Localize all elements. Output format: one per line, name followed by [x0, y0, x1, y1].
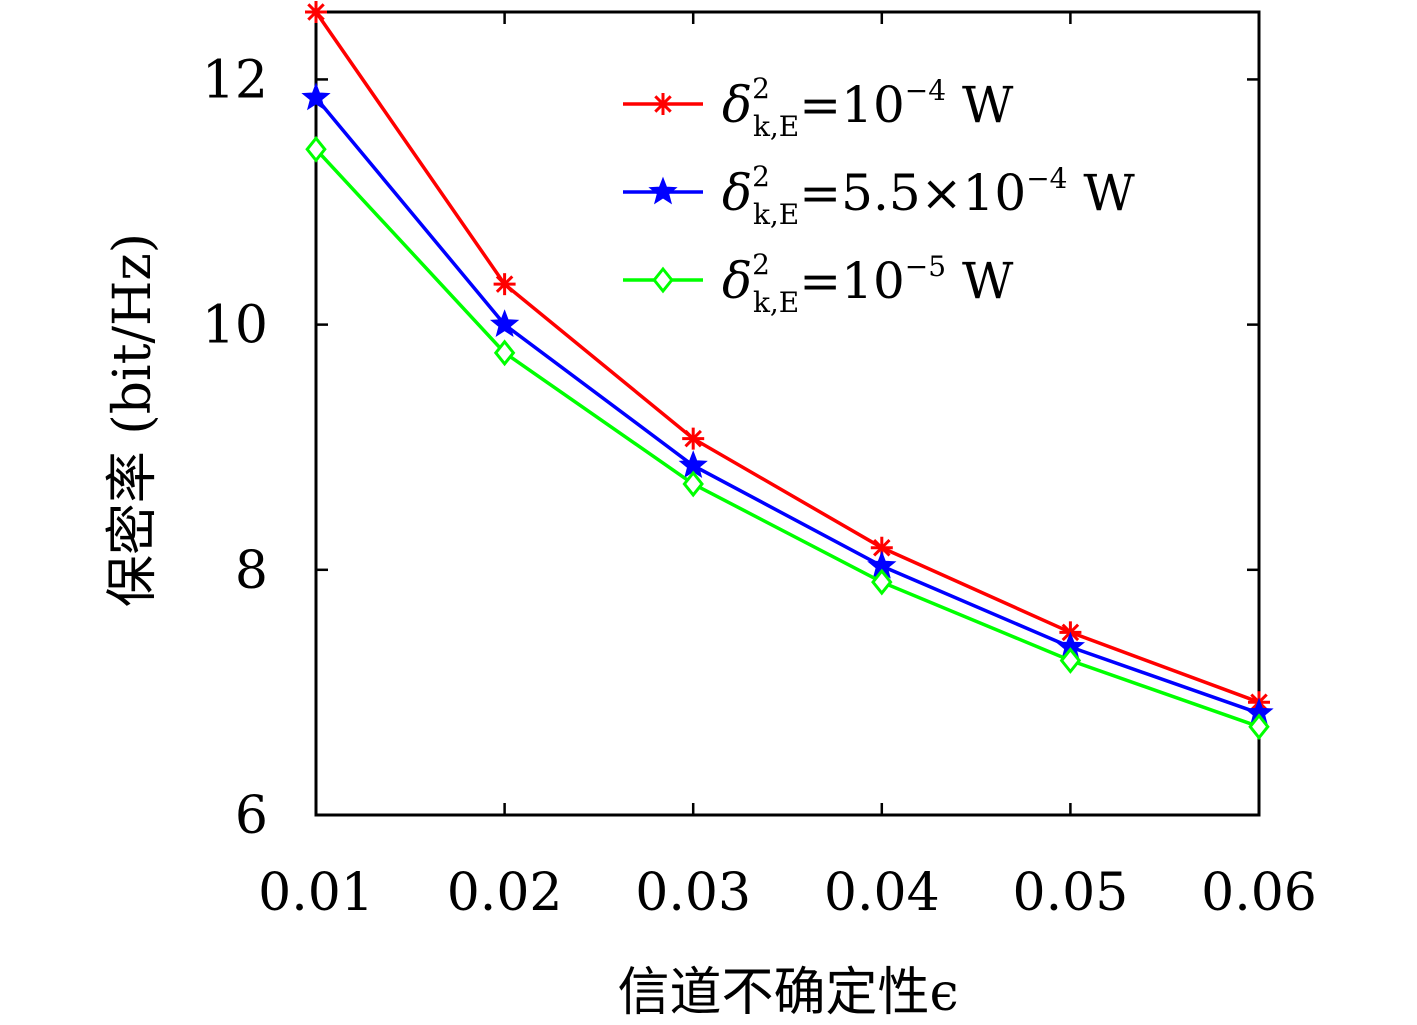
axis-ticks: 0.01 0.02 0.03 0.04 0.05 0.06 6 8 10 12 [202, 12, 1317, 923]
star-marker [489, 309, 520, 338]
x-axis-label: 信道不确定性ϵ [617, 963, 958, 1023]
y-tick-label: 12 [202, 50, 268, 110]
star-marker [648, 176, 678, 205]
legend-label: δ2 k,E=10−4 W [722, 72, 1014, 143]
plot-area [314, 10, 1261, 817]
series-line [314, 96, 1260, 715]
series-diamond [305, 135, 1270, 741]
series-line [314, 11, 1260, 704]
legend-entry: δ2 k,E=5.5×10−4 W [623, 160, 1135, 231]
x-tick-label: 0.05 [1013, 863, 1129, 923]
diamond-marker [493, 339, 516, 367]
legend-label: δ2 k,E=10−5 W [722, 248, 1014, 319]
y-tick-label: 6 [235, 786, 268, 846]
series-layer [301, 1, 1274, 741]
x-tick-label: 0.03 [635, 863, 751, 923]
x-tick-label: 0.06 [1201, 863, 1317, 923]
diamond-marker [305, 135, 327, 163]
y-tick-label: 8 [235, 541, 268, 601]
x-tick-label: 0.04 [824, 863, 940, 923]
legend: δ2 k,E=10−4 W δ2 k,E=5.5×10−4 W δ2 k,E=10−5 W [623, 72, 1135, 319]
diamond-marker [871, 568, 893, 596]
asterisk-marker [493, 273, 516, 296]
legend-entry: δ2 k,E=10−4 W [623, 72, 1014, 143]
x-tick-label: 0.02 [447, 863, 563, 923]
y-tick-label: 10 [202, 296, 268, 356]
diamond-marker [682, 470, 704, 498]
legend-entry: δ2 k,E=10−5 W [623, 248, 1014, 319]
asterisk-marker [682, 427, 705, 450]
diamond-marker [652, 266, 674, 294]
legend-label: δ2 k,E=5.5×10−4 W [722, 160, 1135, 231]
diamond-marker [1248, 713, 1270, 741]
star-marker [301, 82, 331, 111]
y-axis-label: 保密率 (bit/Hz) [103, 233, 163, 607]
asterisk-marker [305, 1, 327, 23]
x-tick-label: 0.01 [258, 863, 374, 923]
series-star [301, 82, 1274, 726]
series-line [314, 148, 1260, 729]
asterisk-marker [652, 93, 674, 115]
diamond-marker [1059, 647, 1082, 674]
